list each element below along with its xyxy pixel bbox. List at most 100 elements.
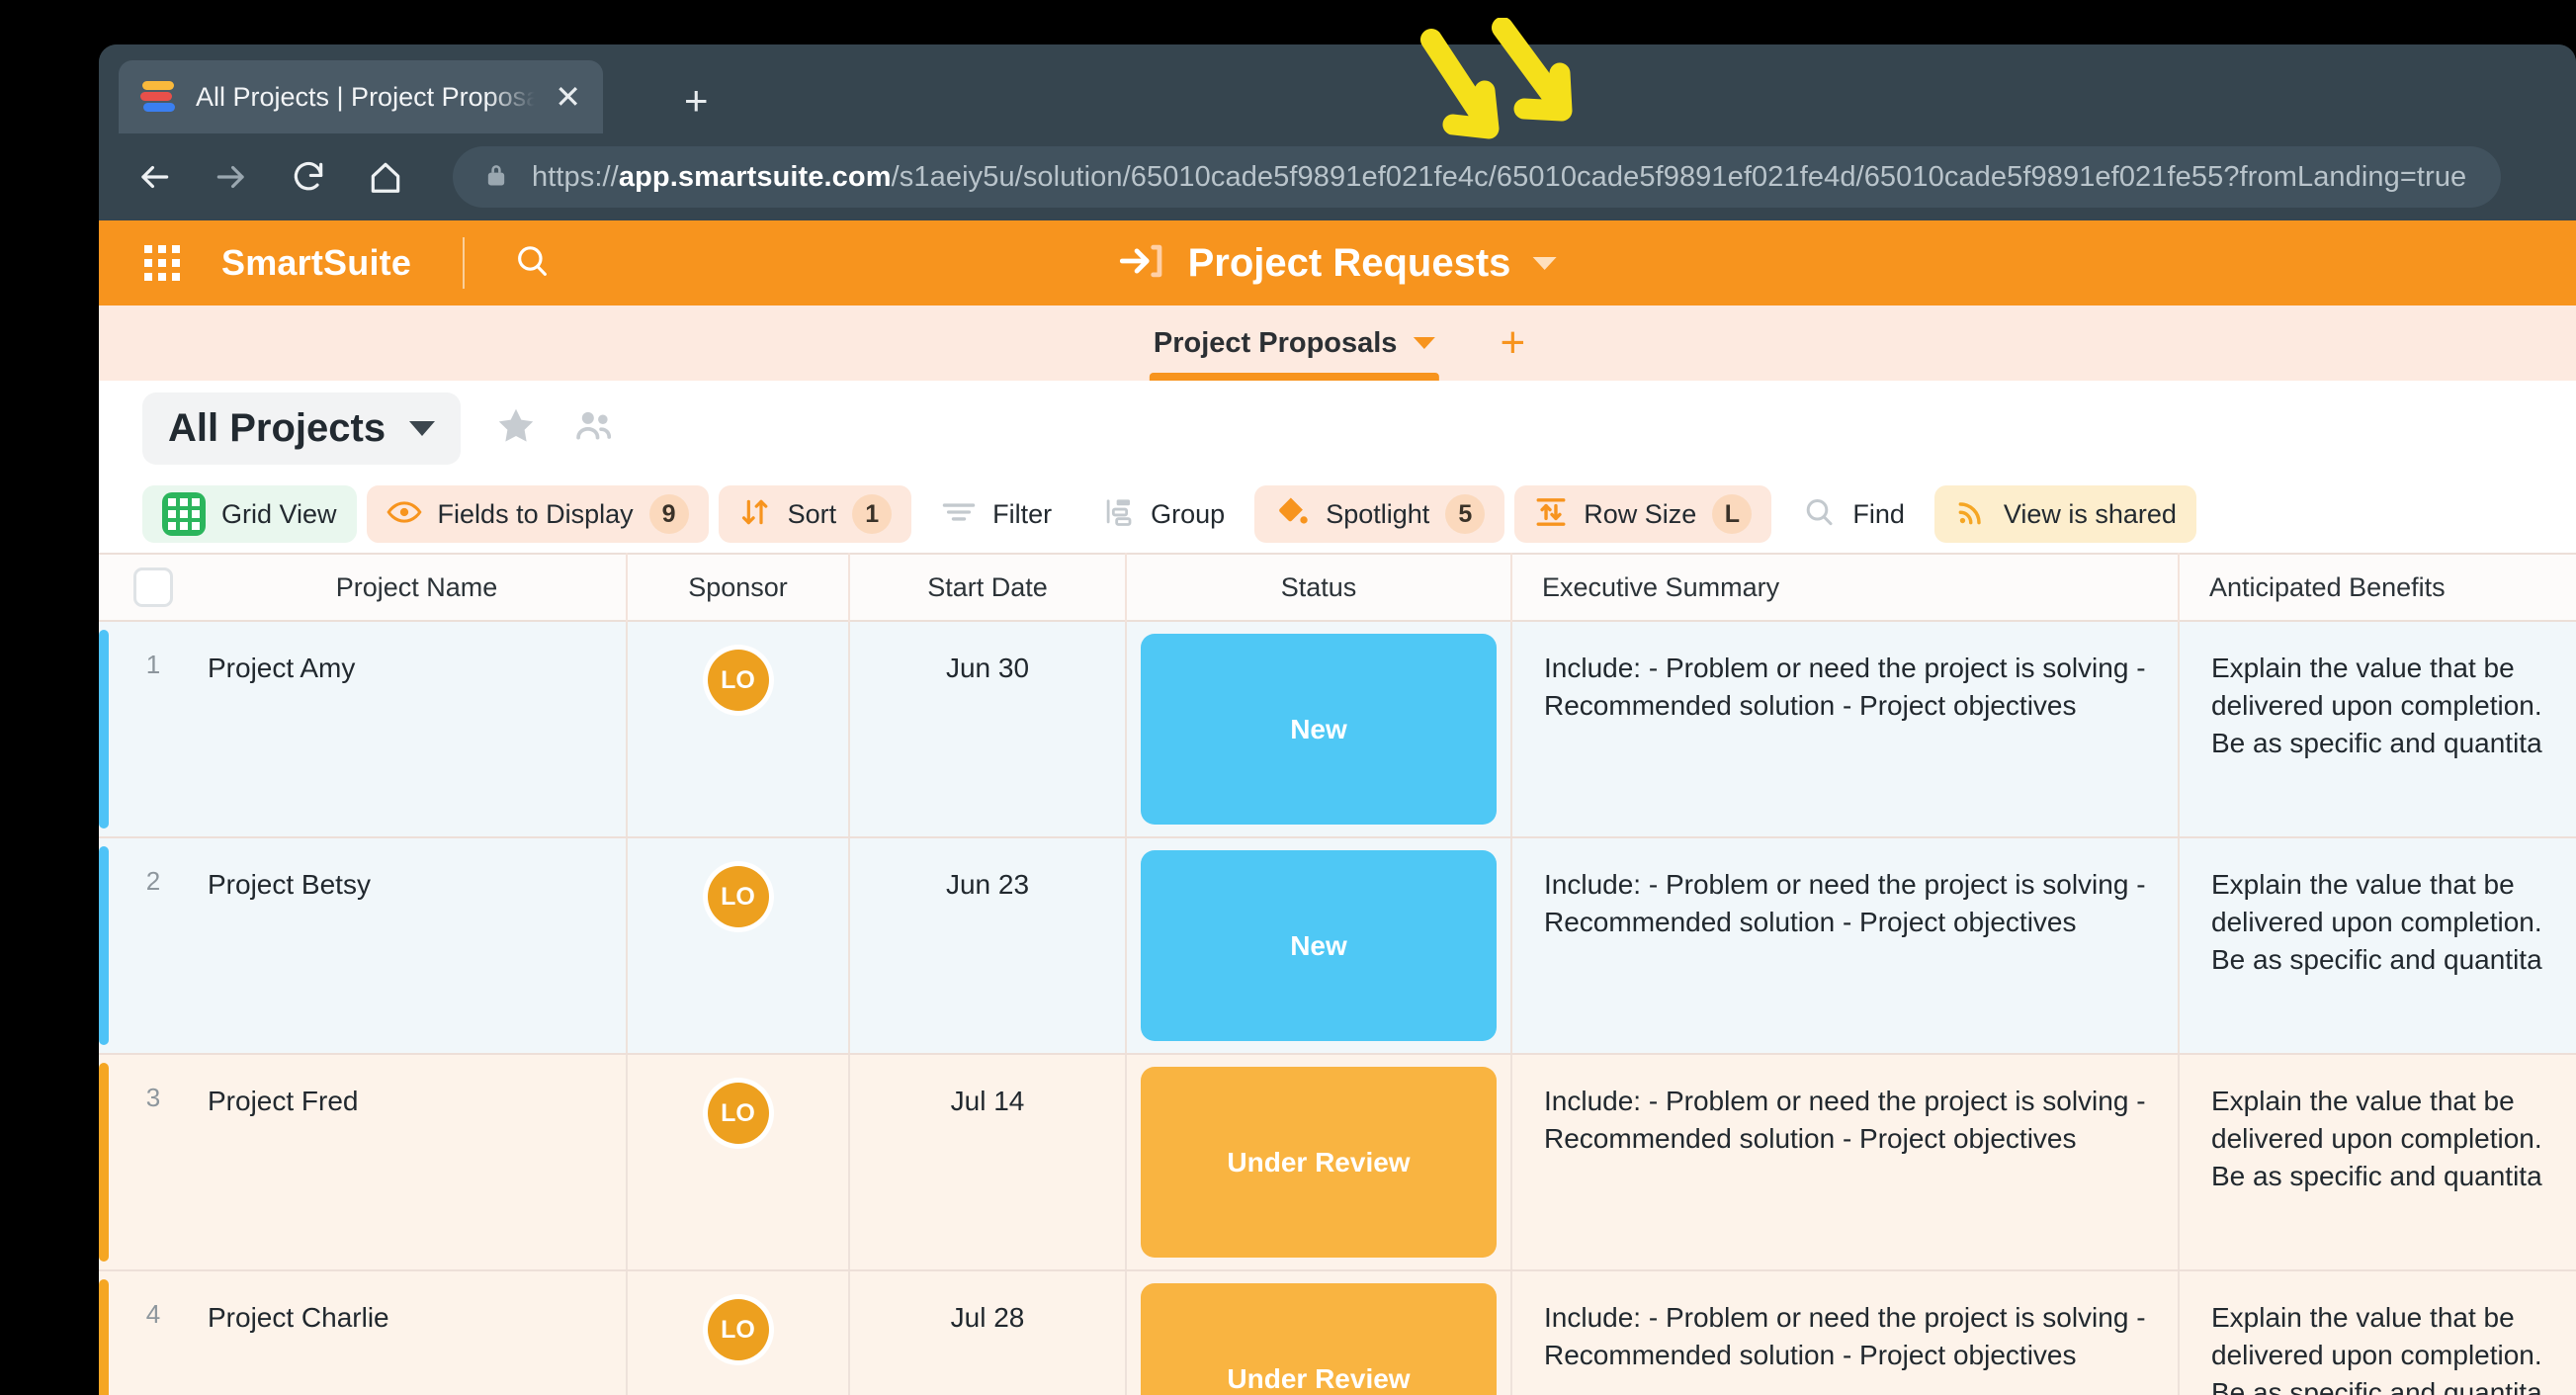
url-scheme: https:// [532,160,619,193]
status-badge: New [1141,634,1497,825]
chevron-down-icon[interactable] [1413,337,1435,349]
brand-wordmark[interactable]: SmartSuite [221,242,412,283]
table-row[interactable]: 2 Project Betsy LO Jun 23 New Include: - Prob… [99,838,2576,1055]
column-header-project-name[interactable]: Project Name [208,553,628,622]
cell-status[interactable]: New [1127,838,1512,1053]
address-bar[interactable]: https://app.smartsuite.com/s1aeiy5u/solu… [453,146,2501,208]
toolbar-item-spotlight[interactable]: Spotlight 5 [1254,485,1505,543]
cell-sponsor[interactable]: LO [628,1055,850,1269]
column-header-anticipated-benefits[interactable]: Anticipated Benefits [2209,571,2446,602]
toolbar-item-sort[interactable]: Sort 1 [718,485,912,543]
row-number: 4 [145,1299,161,1329]
toolbar-label: Sort [787,498,837,529]
cell-executive-summary[interactable]: Include: - Problem or need the project i… [1512,838,2180,1053]
tab-strip: All Projects | Project Proposals ✕ + [99,44,2576,133]
avatar: LO [707,866,769,927]
column-header-status[interactable]: Status [1127,553,1512,622]
toolbar-item-filter[interactable]: Filter [921,485,1072,543]
tab-label: Project Proposals [1153,326,1398,359]
back-arrow-icon[interactable] [134,157,174,197]
cell-sponsor[interactable]: LO [628,1271,850,1395]
filter-icon [941,498,977,531]
forward-arrow-icon[interactable] [212,157,251,197]
toolbar-label: Group [1151,498,1226,529]
cell-status[interactable]: New [1127,622,1512,836]
toolbar-label: Row Size [1584,498,1697,529]
chevron-down-icon[interactable] [1532,256,1557,270]
avatar: LO [707,1299,769,1360]
url-path: /s1aeiy5u/solution/65010cade5f9891ef021f… [891,160,2467,193]
toolbar-badge: L [1712,494,1753,534]
cell-start-date[interactable]: Jul 14 [850,1055,1127,1269]
home-icon[interactable] [366,157,405,197]
cell-status[interactable]: Under Review [1127,1271,1512,1395]
column-header-executive-summary[interactable]: Executive Summary [1512,553,2180,622]
toolbar-item-row-size[interactable]: Row Size L [1514,485,1772,543]
tab-project-proposals[interactable]: Project Proposals [1149,305,1439,381]
column-header-sponsor[interactable]: Sponsor [628,553,850,622]
table-row[interactable]: 3 Project Fred LO Jul 14 Under Review Include… [99,1055,2576,1271]
smartsuite-favicon [140,79,176,115]
select-all-header[interactable] [99,553,208,622]
row-status-accent [99,1063,109,1262]
cell-project-name[interactable]: Project Charlie [208,1271,628,1395]
toolbar-item-grid-view[interactable]: Grid View [142,485,357,543]
solution-title[interactable]: Project Requests [1119,240,1557,287]
cell-start-date[interactable]: Jul 28 [850,1271,1127,1395]
row-number: 1 [145,650,161,679]
chevron-down-icon[interactable] [409,420,436,436]
cell-project-name[interactable]: Project Betsy [208,838,628,1053]
search-icon[interactable] [512,241,552,286]
cell-status[interactable]: Under Review [1127,1055,1512,1269]
table-header-row: Project Name Sponsor Start Date Status E… [99,553,2576,622]
toolbar-label: View is shared [2003,498,2177,529]
reload-icon[interactable] [289,157,328,197]
view-name: All Projects [168,405,386,450]
cell-sponsor[interactable]: LO [628,838,850,1053]
search-icon [1801,494,1837,535]
cell-anticipated-benefits[interactable]: Explain the value that be delivered upon… [2211,869,2542,976]
sort-icon [738,496,772,533]
browser-tab[interactable]: All Projects | Project Proposals ✕ [119,60,603,133]
toolbar-item-find[interactable]: Find [1781,485,1925,543]
cell-project-name[interactable]: Project Fred [208,1055,628,1269]
cell-start-date[interactable]: Jun 23 [850,838,1127,1053]
cell-anticipated-benefits[interactable]: Explain the value that be delivered upon… [2211,1302,2542,1395]
toolbar-badge: 9 [648,494,689,534]
group-icon [1101,496,1135,533]
cell-sponsor[interactable]: LO [628,622,850,836]
toolbar-item-view-is-shared[interactable]: View is shared [1933,485,2196,543]
select-all-checkbox[interactable] [133,567,173,607]
cell-project-name[interactable]: Project Amy [208,622,628,836]
cell-anticipated-benefits[interactable]: Explain the value that be delivered upon… [2211,1086,2542,1192]
app-grid-icon[interactable] [144,245,180,281]
eye-icon [386,497,422,532]
browser-toolbar: https://app.smartsuite.com/s1aeiy5u/solu… [99,133,2576,220]
url-text: https://app.smartsuite.com/s1aeiy5u/solu… [532,161,2466,194]
row-status-accent [99,630,109,828]
grid-table: Project Name Sponsor Start Date Status E… [99,553,2576,1395]
new-tab-button[interactable]: + [684,77,709,124]
add-table-button[interactable]: + [1500,318,1526,367]
table-row[interactable]: 1 Project Amy LO Jun 30 New Include: - Proble… [99,622,2576,838]
cell-anticipated-benefits[interactable]: Explain the value that be delivered upon… [2211,653,2542,759]
collaborators-icon[interactable] [571,404,617,453]
cell-executive-summary[interactable]: Include: - Problem or need the project i… [1512,622,2180,836]
column-header-start-date[interactable]: Start Date [850,553,1127,622]
toolbar-item-group[interactable]: Group [1081,485,1245,543]
toolbar-label: Filter [992,498,1053,529]
close-icon[interactable]: ✕ [555,79,581,115]
toolbar-label: Grid View [221,498,337,529]
browser-window: All Projects | Project Proposals ✕ + htt… [99,44,2576,1395]
view-toolbar: Grid View Fields to Display 9 Sort [99,476,2576,553]
star-icon[interactable] [494,404,538,453]
row-height-icon [1534,495,1568,534]
table-row[interactable]: 4 Project Charlie LO Jul 28 Under Review Incl… [99,1271,2576,1395]
cell-executive-summary[interactable]: Include: - Problem or need the project i… [1512,1055,2180,1269]
view-selector[interactable]: All Projects [142,392,462,465]
toolbar-item-fields-to-display[interactable]: Fields to Display 9 [366,485,709,543]
cell-executive-summary[interactable]: Include: - Problem or need the project i… [1512,1271,2180,1395]
row-status-accent [99,1279,109,1395]
cell-start-date[interactable]: Jun 30 [850,622,1127,836]
lock-icon [482,160,510,195]
